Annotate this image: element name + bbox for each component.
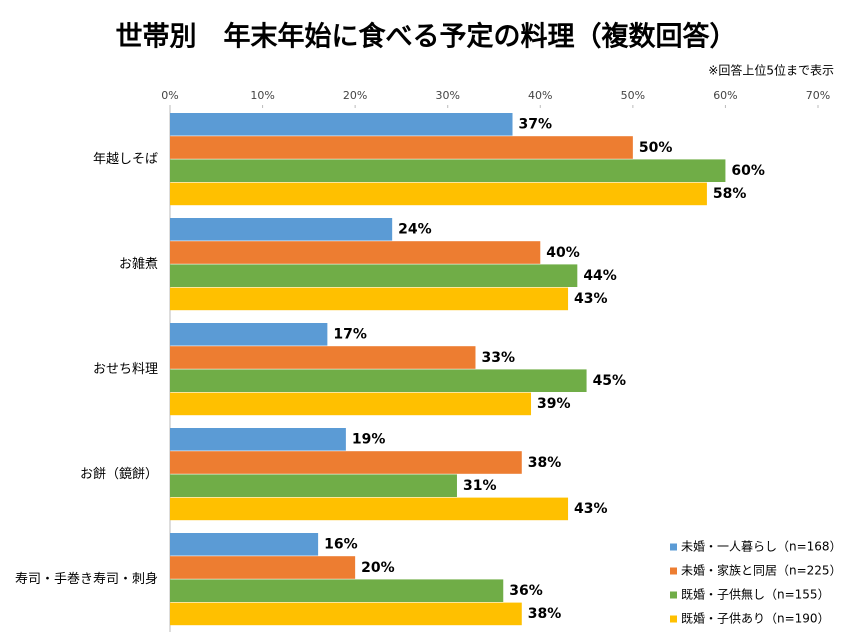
- bar: [170, 392, 532, 416]
- legend-label: 未婚・家族と同居（n=225）: [681, 563, 842, 578]
- value-label: 40%: [546, 245, 580, 261]
- x-tick-label: 70%: [806, 89, 830, 102]
- value-label: 36%: [509, 583, 543, 599]
- bar: [170, 264, 578, 287]
- legend-swatch: [670, 567, 677, 575]
- x-tick-label: 60%: [713, 89, 737, 102]
- value-label: 19%: [352, 432, 386, 448]
- bar: [170, 182, 707, 206]
- value-label: 33%: [481, 350, 515, 366]
- value-label: 16%: [324, 537, 358, 553]
- x-tick-label: 30%: [435, 89, 459, 102]
- chart-title: 世帯別 年末年始に食べる予定の料理（複数回答）: [116, 21, 737, 53]
- value-label: 45%: [593, 373, 627, 389]
- x-tick-label: 20%: [343, 89, 367, 102]
- bar: [170, 113, 513, 136]
- x-tick-label: 10%: [250, 89, 274, 102]
- value-label: 37%: [519, 117, 553, 133]
- legend-swatch: [670, 615, 677, 623]
- value-label: 58%: [713, 186, 747, 202]
- bar: [170, 323, 328, 346]
- bar: [170, 287, 569, 311]
- value-label: 43%: [574, 291, 608, 307]
- bar: [170, 136, 633, 159]
- y-tick-label: 寿司・手巻き寿司・刺身: [15, 571, 158, 587]
- bar: [170, 556, 356, 579]
- legend-swatch: [670, 543, 677, 551]
- value-label: 31%: [463, 478, 497, 494]
- y-tick-label: お雑煮: [119, 256, 158, 272]
- bar: [170, 218, 393, 241]
- bar: [170, 159, 726, 182]
- bar: [170, 602, 522, 626]
- bar: [170, 533, 319, 556]
- chart-note: ※回答上位5位まで表示: [708, 63, 834, 78]
- bar: [170, 497, 569, 521]
- value-label: 17%: [333, 327, 367, 343]
- bar: [170, 369, 587, 392]
- bar: [170, 451, 522, 474]
- value-label: 24%: [398, 222, 432, 238]
- bar: [170, 241, 541, 264]
- value-label: 50%: [639, 140, 673, 156]
- legend-swatch: [670, 591, 677, 599]
- value-label: 43%: [574, 501, 608, 517]
- x-tick-label: 0%: [161, 89, 178, 102]
- x-tick-label: 50%: [621, 89, 645, 102]
- y-tick-label: お餅（鏡餅）: [80, 467, 158, 482]
- value-label: 39%: [537, 396, 571, 412]
- legend-label: 未婚・一人暮らし（n=168）: [681, 540, 842, 554]
- value-label: 38%: [528, 606, 562, 622]
- y-tick-label: おせち料理: [93, 362, 158, 377]
- legend-label: 既婚・子供あり（n=190）: [681, 612, 830, 626]
- legend-label: 既婚・子供無し（n=155）: [681, 587, 830, 602]
- bar: [170, 474, 457, 497]
- bar: [170, 428, 346, 451]
- value-label: 20%: [361, 560, 395, 576]
- value-label: 38%: [528, 455, 562, 471]
- bar: [170, 579, 504, 602]
- x-tick-label: 40%: [528, 89, 552, 102]
- bar: [170, 346, 476, 369]
- value-label: 60%: [731, 163, 765, 179]
- value-label: 44%: [583, 268, 617, 284]
- y-tick-label: 年越しそば: [93, 152, 158, 167]
